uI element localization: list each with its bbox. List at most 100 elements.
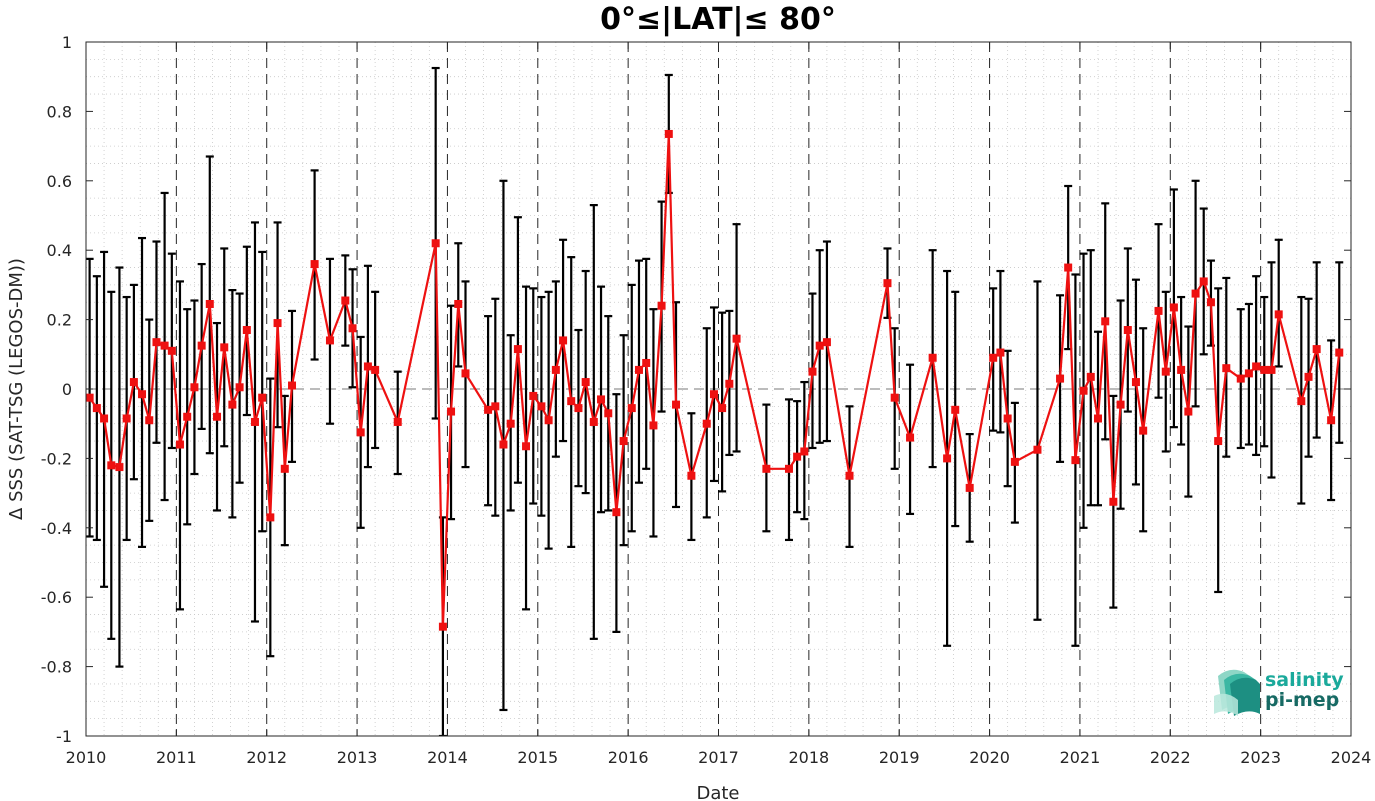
- data-point-marker: [213, 412, 222, 421]
- axis-ticks: [85, 41, 1352, 737]
- data-point-marker: [228, 400, 237, 409]
- data-point-marker: [484, 405, 493, 414]
- x-tick-label: 2020: [969, 748, 1010, 767]
- data-point-marker: [1260, 365, 1269, 374]
- data-point-marker: [499, 440, 508, 449]
- data-point-marker: [1064, 263, 1073, 272]
- data-point-marker: [1304, 372, 1313, 381]
- data-point-marker: [175, 440, 184, 449]
- data-point-marker: [784, 464, 793, 473]
- series-line: [88, 132, 1341, 628]
- data-point-marker: [1109, 497, 1118, 506]
- year-gridlines: [175, 42, 1262, 736]
- data-point-marker: [574, 404, 583, 413]
- data-point-marker: [642, 358, 651, 367]
- y-tick-label: 0.4: [47, 241, 72, 260]
- data-point-marker: [393, 417, 402, 426]
- y-tick-label: 0.6: [47, 172, 72, 191]
- y-tick-label: 1: [62, 33, 72, 52]
- data-point-marker: [845, 471, 854, 480]
- data-point-marker: [1244, 369, 1253, 378]
- data-point-marker: [1094, 414, 1102, 423]
- data-point-marker: [567, 397, 576, 406]
- data-point-marker: [266, 513, 275, 522]
- x-tick-label: 2012: [246, 748, 287, 767]
- series-markers: [86, 129, 1344, 631]
- x-tick-label: 2021: [1060, 748, 1101, 767]
- y-tick-label: -0.8: [41, 658, 72, 677]
- data-point-marker: [1116, 400, 1125, 409]
- x-tick-label: 2023: [1240, 748, 1281, 767]
- data-point-marker: [1071, 456, 1080, 465]
- data-point-marker: [1086, 372, 1095, 381]
- data-point-marker: [160, 341, 169, 350]
- data-point-marker: [1154, 306, 1163, 315]
- data-point-marker: [86, 393, 94, 402]
- chart-title: 0°≤|LAT|≤ 80°: [600, 2, 836, 37]
- data-point-marker: [1184, 407, 1193, 416]
- data-point-marker: [129, 378, 138, 387]
- x-tick-label: 2014: [427, 748, 468, 767]
- data-point-marker: [1010, 457, 1019, 466]
- data-point-marker: [250, 417, 259, 426]
- data-point-marker: [100, 414, 109, 423]
- data-point-marker: [183, 412, 192, 421]
- data-point-marker: [461, 369, 470, 378]
- y-tick-label: -1: [56, 727, 72, 746]
- data-point-marker: [273, 319, 282, 328]
- data-point-marker: [928, 353, 937, 362]
- logo-text-pi-mep: pi-mep: [1265, 689, 1339, 711]
- data-point-marker: [310, 260, 319, 269]
- x-tick-label: 2015: [517, 748, 558, 767]
- data-point-marker: [356, 428, 365, 437]
- error-bar: [718, 311, 727, 493]
- data-point-marker: [1169, 303, 1178, 312]
- data-point-marker: [371, 365, 380, 374]
- data-point-marker: [1191, 289, 1200, 298]
- data-point-marker: [529, 391, 538, 400]
- y-tick-label: -0.2: [41, 449, 72, 468]
- data-point-marker: [107, 461, 116, 470]
- data-point-marker: [890, 393, 899, 402]
- x-tick-labels: 2010 2011 2012 2013 2014 2015 2016 2017 2018 2019…: [66, 748, 1372, 767]
- data-point-marker: [1199, 277, 1208, 286]
- data-point-marker: [205, 299, 214, 308]
- data-point-marker: [551, 365, 560, 374]
- data-point-marker: [1236, 374, 1245, 383]
- data-point-marker: [581, 378, 590, 387]
- data-point-marker: [152, 338, 161, 347]
- data-point-marker: [167, 346, 176, 355]
- data-point-marker: [1222, 364, 1231, 373]
- data-point-marker: [597, 395, 606, 404]
- data-point-marker: [1327, 416, 1336, 425]
- data-point-marker: [1033, 445, 1042, 454]
- data-point-marker: [965, 483, 974, 492]
- data-point-marker: [1079, 386, 1088, 395]
- data-point-marker: [1312, 345, 1321, 354]
- data-point-marker: [989, 353, 998, 362]
- data-point-marker: [822, 338, 831, 347]
- data-point-marker: [258, 393, 267, 402]
- data-point-marker: [506, 419, 515, 428]
- data-point-marker: [1335, 348, 1344, 357]
- data-point-marker: [363, 362, 372, 371]
- data-point-marker: [612, 508, 621, 517]
- data-point-marker: [115, 463, 124, 472]
- data-point-marker: [341, 296, 350, 305]
- data-point-marker: [138, 390, 147, 399]
- error-bar: [1274, 238, 1283, 368]
- data-point-marker: [1139, 426, 1148, 435]
- data-point-marker: [544, 416, 553, 425]
- data-point-marker: [634, 365, 643, 374]
- data-point-marker: [235, 383, 244, 392]
- data-point-marker: [951, 405, 960, 414]
- data-point-marker: [657, 301, 666, 310]
- y-tick-label: -0.4: [41, 519, 72, 538]
- data-point-marker: [996, 348, 1005, 357]
- data-point-marker: [1161, 367, 1170, 376]
- data-point-marker: [1123, 326, 1132, 335]
- y-tick-label: 0.2: [47, 311, 72, 330]
- x-tick-label: 2010: [66, 748, 107, 767]
- data-point-marker: [348, 324, 357, 333]
- data-point-marker: [709, 390, 718, 399]
